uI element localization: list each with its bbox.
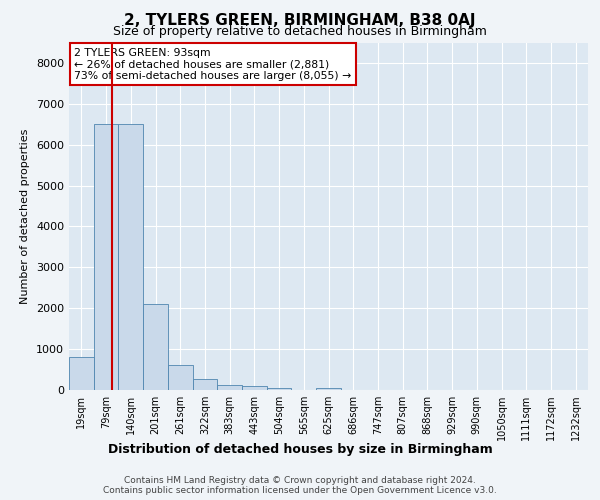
Text: 2 TYLERS GREEN: 93sqm
← 26% of detached houses are smaller (2,881)
73% of semi-d: 2 TYLERS GREEN: 93sqm ← 26% of detached … bbox=[74, 48, 352, 81]
Bar bbox=[267, 388, 292, 390]
Text: Contains public sector information licensed under the Open Government Licence v3: Contains public sector information licen… bbox=[103, 486, 497, 495]
Text: Contains HM Land Registry data © Crown copyright and database right 2024.: Contains HM Land Registry data © Crown c… bbox=[124, 476, 476, 485]
Bar bbox=[217, 385, 242, 390]
Bar bbox=[69, 358, 94, 390]
Bar bbox=[143, 304, 168, 390]
Bar bbox=[242, 386, 267, 390]
Bar bbox=[94, 124, 118, 390]
Bar bbox=[118, 124, 143, 390]
Text: 2, TYLERS GREEN, BIRMINGHAM, B38 0AJ: 2, TYLERS GREEN, BIRMINGHAM, B38 0AJ bbox=[124, 12, 476, 28]
Bar bbox=[316, 388, 341, 390]
Y-axis label: Number of detached properties: Number of detached properties bbox=[20, 128, 31, 304]
Bar bbox=[168, 366, 193, 390]
Text: Size of property relative to detached houses in Birmingham: Size of property relative to detached ho… bbox=[113, 25, 487, 38]
Text: Distribution of detached houses by size in Birmingham: Distribution of detached houses by size … bbox=[107, 442, 493, 456]
Bar bbox=[193, 378, 217, 390]
